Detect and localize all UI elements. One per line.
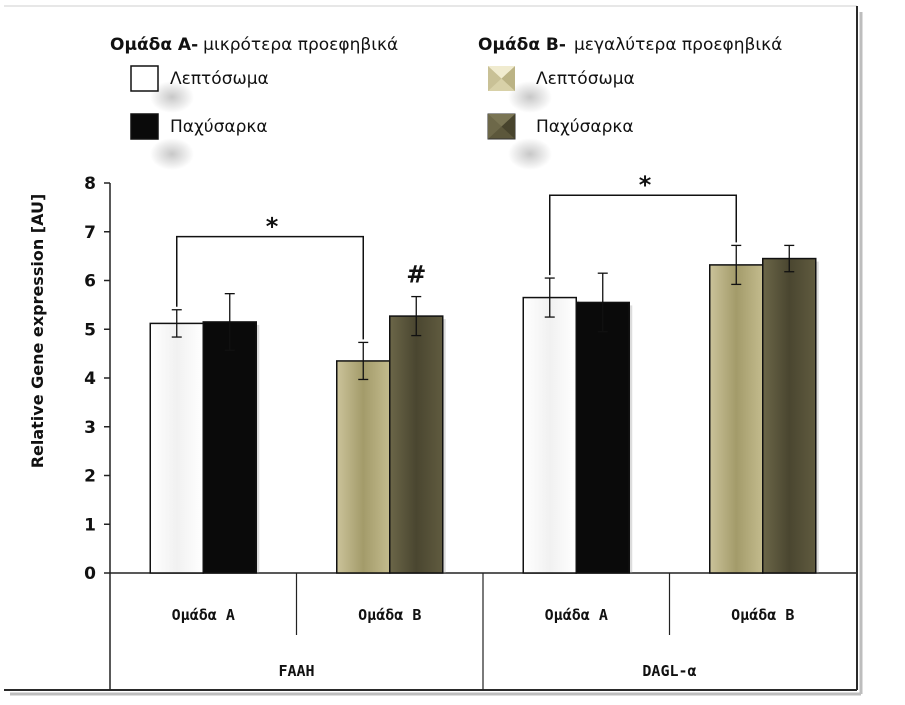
significance-star: * bbox=[266, 213, 279, 241]
significance-bracket-dagl: * bbox=[549, 171, 737, 276]
x-category-label: Ομάδα Α bbox=[545, 606, 608, 624]
legend-shadow bbox=[150, 138, 194, 170]
bar-lean bbox=[709, 264, 764, 574]
x-category-label: Ομάδα Β bbox=[731, 606, 794, 624]
bar-lean bbox=[336, 360, 391, 574]
bar-obese bbox=[389, 315, 444, 574]
legend-label-lean-b: Λεπτόσωμα bbox=[536, 69, 635, 89]
legend-label-obese-b: Παχύσαρκα bbox=[536, 117, 634, 137]
error-bars bbox=[171, 244, 795, 381]
y-tick-label: 8 bbox=[84, 174, 96, 194]
y-tick-label: 7 bbox=[84, 223, 96, 243]
significance-hash: # bbox=[406, 261, 426, 289]
x-category-label: Ομάδα Β bbox=[358, 606, 421, 624]
bar-obese bbox=[762, 257, 817, 574]
bracket-line bbox=[549, 194, 737, 276]
legend-title-group-b-bold: Ομάδα Β- bbox=[478, 35, 566, 55]
legend-shadow bbox=[150, 81, 194, 113]
legend-label-lean-a: Λεπτόσωμα bbox=[170, 69, 269, 89]
y-axis: 0 1 2 3 4 5 6 7 8 bbox=[84, 174, 110, 584]
legend-shadow bbox=[508, 138, 552, 170]
chart-frame bbox=[4, 5, 863, 696]
x-group-label: DAGL-α bbox=[642, 662, 696, 680]
y-tick-label: 6 bbox=[84, 272, 96, 292]
legend-title-group-a: Ομάδα Α-μικρότερα προεφηβικά bbox=[110, 35, 398, 55]
legend-title-group-a-rest: μικρότερα προεφηβικά bbox=[203, 35, 398, 55]
x-group-label: FAAH bbox=[278, 662, 314, 680]
x-category-label: Ομάδα Α bbox=[172, 606, 235, 624]
legend-shadow bbox=[508, 81, 552, 113]
x-axis-categories: Ομάδα Α Ομάδα Β Ομάδα Α Ομάδα Β FAAH DAGL-α bbox=[172, 573, 794, 690]
y-tick-label: 2 bbox=[84, 467, 96, 487]
legend-title-group-a-bold: Ομάδα Α- bbox=[110, 35, 198, 55]
bars bbox=[149, 257, 819, 574]
y-tick-label: 1 bbox=[84, 515, 96, 535]
y-axis-title: Relative Gene expression [AU] bbox=[28, 194, 47, 469]
y-tick-label: 3 bbox=[84, 418, 96, 438]
legend-swatch-lean-b bbox=[488, 66, 515, 91]
bar-obese bbox=[575, 301, 630, 574]
legend-title-group-b-rest: μεγαλύτερα προεφηβικά bbox=[574, 35, 782, 55]
legend: Ομάδα Α-μικρότερα προεφηβικά Ομάδα Β-μεγ… bbox=[110, 35, 782, 170]
legend-title-group-b: Ομάδα Β-μεγαλύτερα προεφηβικά bbox=[478, 35, 782, 55]
y-tick-label: 0 bbox=[84, 564, 96, 584]
significance-star: * bbox=[639, 171, 652, 199]
legend-swatch-lean-a bbox=[130, 65, 159, 92]
legend-label-obese-a: Παχύσαρκα bbox=[170, 117, 268, 137]
bar-lean bbox=[149, 322, 204, 574]
legend-swatch-obese-a bbox=[130, 113, 159, 140]
significance-bracket-faah: * bbox=[176, 213, 364, 340]
legend-swatch-obese-b bbox=[487, 113, 516, 140]
y-tick-label: 5 bbox=[84, 320, 96, 340]
bracket-line bbox=[176, 235, 364, 340]
bar-lean bbox=[522, 296, 577, 574]
y-tick-label: 4 bbox=[84, 369, 96, 389]
bar-obese bbox=[202, 321, 257, 574]
